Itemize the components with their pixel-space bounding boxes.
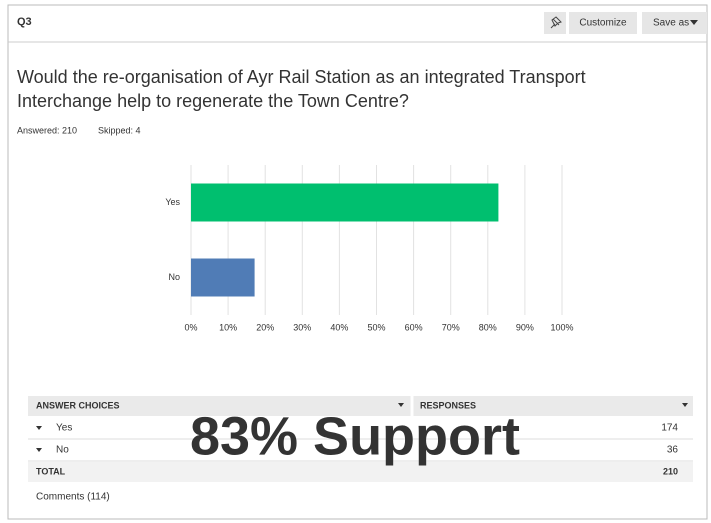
response-count: 174 xyxy=(661,423,678,434)
response-count: 36 xyxy=(667,445,679,456)
annotation: 83% Support xyxy=(190,406,520,466)
button-label: Customize xyxy=(579,18,627,29)
answered: Answered: 210 xyxy=(17,125,77,135)
x-tick-label: 70% xyxy=(442,322,460,332)
bar xyxy=(191,258,255,297)
x-tick-label: 20% xyxy=(256,322,274,332)
question-number: Q3 xyxy=(17,16,32,28)
table: Yes 174 No 36 TOTAL 210 xyxy=(28,423,693,482)
total-row xyxy=(28,462,693,482)
question-line: Interchange help to regenerate the Town … xyxy=(17,91,409,111)
pin-icon xyxy=(550,16,562,29)
table-header-label: RESPONSES xyxy=(420,400,476,410)
total-label: TOTAL xyxy=(36,466,66,476)
x-tick-label: 90% xyxy=(516,322,534,332)
customize-button[interactable] xyxy=(569,12,637,34)
question-line: Would the re-organisation of Ayr Rail St… xyxy=(17,67,586,87)
y-tick-label: Yes xyxy=(165,197,180,207)
answer-choice: No xyxy=(56,445,69,456)
chart: 0% 10% 20% 30% 40% 50% 60% 70% 80% 90% 100% Yes No xyxy=(165,165,574,332)
x-tick-label: 10% xyxy=(219,322,237,332)
x-tick-label: 60% xyxy=(405,322,423,332)
x-tick-label: 40% xyxy=(330,322,348,332)
card xyxy=(7,4,708,520)
sort-icon[interactable] xyxy=(682,403,688,407)
table-header xyxy=(28,396,693,416)
save-as-button[interactable] xyxy=(642,12,707,34)
comments-link[interactable]: Comments (114) xyxy=(36,492,110,503)
x-tick-label: 30% xyxy=(293,322,311,332)
y-tick-label: No xyxy=(168,272,180,282)
x-tick-label: 50% xyxy=(367,322,385,332)
answer-choice: Yes xyxy=(56,423,72,434)
x-tick-label: 0% xyxy=(184,322,197,332)
total-count: 210 xyxy=(663,466,678,476)
dropdown-icon xyxy=(690,20,698,25)
sort-icon[interactable] xyxy=(398,403,404,407)
bar xyxy=(191,183,499,222)
x-tick-label: 80% xyxy=(479,322,497,332)
button-label: Save as xyxy=(653,18,689,29)
x-tick-label: 100% xyxy=(550,322,573,332)
skipped: Skipped: 4 xyxy=(98,125,141,135)
table-header-label: ANSWER CHOICES xyxy=(36,400,120,410)
expand-icon xyxy=(36,426,42,430)
expand-icon xyxy=(36,448,42,452)
pin-button[interactable] xyxy=(544,12,566,34)
